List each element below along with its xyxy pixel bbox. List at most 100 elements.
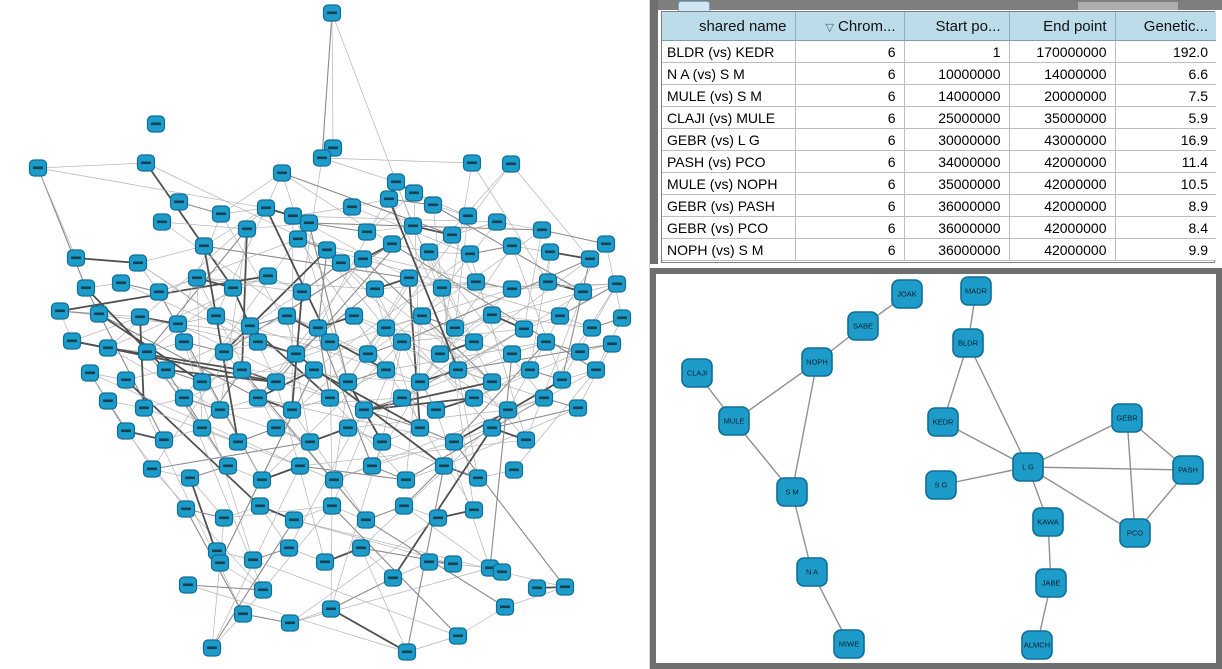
node-label xyxy=(601,242,611,246)
network-node-CLAJI[interactable] xyxy=(681,358,713,388)
table-cell[interactable]: 11.4 xyxy=(1115,150,1216,173)
table-cell[interactable]: CLAJI (vs) MULE xyxy=(662,106,796,129)
table-cell[interactable]: 36000000 xyxy=(904,194,1010,217)
table-cell[interactable]: 14000000 xyxy=(1009,62,1116,85)
sort-filter-icon[interactable]: ▽ xyxy=(825,21,834,34)
table-cell[interactable]: 8.4 xyxy=(1115,216,1216,239)
table-cell[interactable]: GEBR (vs) PASH xyxy=(662,194,796,217)
table-cell[interactable]: GEBR (vs) PCO xyxy=(662,216,796,239)
table-row[interactable]: CLAJI (vs) MULE 6 25000000 35000000 5.9 xyxy=(662,106,1216,129)
network-node-L G[interactable] xyxy=(1012,452,1044,482)
table-cell[interactable]: 6 xyxy=(795,128,905,151)
table-cell[interactable]: 25000000 xyxy=(904,106,1010,129)
network-node-S G[interactable] xyxy=(925,470,957,500)
table-cell[interactable]: 192.0 xyxy=(1115,40,1216,63)
network-node-JOAK[interactable] xyxy=(891,279,923,309)
table-row[interactable]: NOPH (vs) S M 6 36000000 42000000 9.9 xyxy=(662,238,1216,261)
table-cell[interactable]: 43000000 xyxy=(1009,128,1116,151)
network-node-SABE[interactable] xyxy=(847,311,879,341)
table-cell[interactable]: 1 xyxy=(904,40,1010,63)
table-cell[interactable]: 6 xyxy=(795,84,905,107)
table-cell[interactable]: 35000000 xyxy=(1009,106,1116,129)
table-cell[interactable]: 35000000 xyxy=(904,172,1010,195)
node-label xyxy=(261,206,271,210)
column-header-2[interactable]: Start po... xyxy=(904,12,1010,41)
main-network-canvas[interactable] xyxy=(0,0,649,669)
node-label xyxy=(289,518,299,522)
network-node-MULE[interactable] xyxy=(718,406,750,436)
table-cell[interactable]: 42000000 xyxy=(1009,150,1116,173)
network-node-BLDR[interactable] xyxy=(952,328,984,358)
network-edge xyxy=(308,222,368,233)
table-cell[interactable]: MULE (vs) NOPH xyxy=(662,172,796,195)
table-cell[interactable]: 5.9 xyxy=(1115,106,1216,129)
table-cell[interactable]: 6 xyxy=(795,216,905,239)
node-label xyxy=(287,408,297,412)
network-node-S M[interactable] xyxy=(776,477,808,507)
main-network-view[interactable] xyxy=(0,0,649,669)
column-header-3[interactable]: End point xyxy=(1009,12,1116,41)
table-cell[interactable]: 6 xyxy=(795,62,905,85)
table-cell[interactable]: 36000000 xyxy=(904,216,1010,239)
table-cell[interactable]: 30000000 xyxy=(904,128,1010,151)
table-row[interactable]: GEBR (vs) L G 6 30000000 43000000 16.9 xyxy=(662,128,1216,151)
table-cell[interactable]: 42000000 xyxy=(1009,194,1116,217)
table-cell[interactable]: 9.9 xyxy=(1115,238,1216,261)
filtered-network-canvas[interactable]: JOAK SABE NOPH CLAJI MULE S M N A MIWE MADR BLDR K… xyxy=(656,274,1216,663)
table-cell[interactable]: 10.5 xyxy=(1115,172,1216,195)
table-row[interactable]: BLDR (vs) KEDR 6 1 170000000 192.0 xyxy=(662,40,1216,63)
filtered-network-view[interactable]: JOAK SABE NOPH CLAJI MULE S M N A MIWE MADR BLDR K… xyxy=(650,268,1222,669)
table-cell[interactable]: 8.9 xyxy=(1115,194,1216,217)
table-cell[interactable]: 34000000 xyxy=(904,150,1010,173)
scrollbar-fragment[interactable] xyxy=(1078,2,1178,10)
network-node-N A[interactable] xyxy=(796,557,828,587)
table-cell[interactable]: 42000000 xyxy=(1009,216,1116,239)
column-header-1[interactable]: ▽ Chrom... xyxy=(795,12,905,41)
column-header-0[interactable]: shared name xyxy=(662,12,796,41)
column-header-4[interactable]: Genetic... xyxy=(1115,12,1216,41)
table-cell[interactable]: 6 xyxy=(795,172,905,195)
network-node-MADR[interactable] xyxy=(960,276,992,306)
table-row[interactable]: PASH (vs) PCO 6 34000000 42000000 11.4 xyxy=(662,150,1216,173)
table-cell[interactable]: 6 xyxy=(795,106,905,129)
table-cell[interactable]: 42000000 xyxy=(1009,172,1116,195)
table-cell[interactable]: MULE (vs) S M xyxy=(662,84,796,107)
network-node-JABE[interactable] xyxy=(1035,568,1067,598)
table-row[interactable]: MULE (vs) S M 6 14000000 20000000 7.5 xyxy=(662,84,1216,107)
network-node-NOPH[interactable] xyxy=(801,347,833,377)
table-cell[interactable]: 7.5 xyxy=(1115,84,1216,107)
node-label xyxy=(142,350,152,354)
node-label xyxy=(223,464,233,468)
network-node-KAWA[interactable] xyxy=(1032,507,1064,537)
table-cell[interactable]: 10000000 xyxy=(904,62,1010,85)
table-cell[interactable]: 36000000 xyxy=(904,238,1010,261)
node-label xyxy=(263,274,273,278)
table-row[interactable]: GEBR (vs) PASH 6 36000000 42000000 8.9 xyxy=(662,194,1216,217)
table-cell[interactable]: NOPH (vs) S M xyxy=(662,238,796,261)
table-cell[interactable]: 16.9 xyxy=(1115,128,1216,151)
network-node-KEDR[interactable] xyxy=(927,407,959,437)
table-cell[interactable]: 42000000 xyxy=(1009,238,1116,261)
table-cell[interactable]: 6.6 xyxy=(1115,62,1216,85)
table-row[interactable]: GEBR (vs) PCO 6 36000000 42000000 8.4 xyxy=(662,216,1216,239)
network-node-PCO[interactable] xyxy=(1119,518,1151,548)
table-cell[interactable]: 6 xyxy=(795,40,905,63)
table-cell[interactable]: 6 xyxy=(795,194,905,217)
table-cell[interactable]: 170000000 xyxy=(1009,40,1116,63)
network-node-PASH[interactable] xyxy=(1172,455,1204,485)
table-cell[interactable]: 6 xyxy=(795,238,905,261)
table-cell[interactable]: BLDR (vs) KEDR xyxy=(662,40,796,63)
network-node-MIWE[interactable] xyxy=(833,629,865,659)
node-label xyxy=(541,340,551,344)
network-node-GEBR[interactable] xyxy=(1111,403,1143,433)
table-cell[interactable]: PASH (vs) PCO xyxy=(662,150,796,173)
table-cell[interactable]: N A (vs) S M xyxy=(662,62,796,85)
table-cell[interactable]: 20000000 xyxy=(1009,84,1116,107)
table-row[interactable]: MULE (vs) NOPH 6 35000000 42000000 10.5 xyxy=(662,172,1216,195)
network-node-ALMCH[interactable] xyxy=(1021,630,1053,660)
edge-attribute-table[interactable]: shared name ▽ Chrom... Start po... End point… xyxy=(661,11,1216,263)
table-cell[interactable]: GEBR (vs) L G xyxy=(662,128,796,151)
table-row[interactable]: N A (vs) S M 6 10000000 14000000 6.6 xyxy=(662,62,1216,85)
table-cell[interactable]: 14000000 xyxy=(904,84,1010,107)
table-cell[interactable]: 6 xyxy=(795,150,905,173)
